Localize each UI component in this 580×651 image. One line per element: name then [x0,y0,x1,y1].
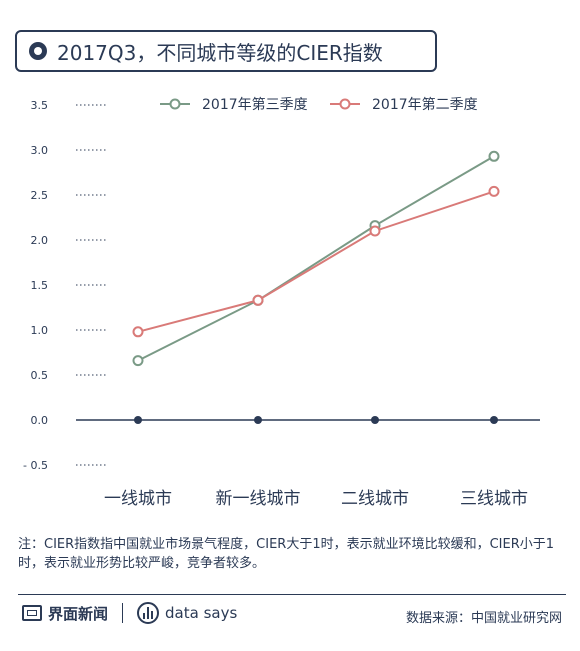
data-point [132,355,144,367]
data-source: 数据来源：中国就业研究网 [405,611,562,626]
data-point [369,225,381,237]
data-point [488,150,500,162]
page-title: 2017Q3，不同城市等级的CIER指数 [57,40,383,65]
brand-name: 界面新闻 [48,604,109,623]
legend-label: 2017年第二季度 [372,96,478,113]
series-line [137,155,495,362]
data-point [488,185,500,197]
legend-marker [339,98,351,110]
x-axis-dot [134,416,142,424]
y-tick-label: 0.5 [31,369,49,382]
y-tick-label: 3.0 [31,144,49,157]
x-category-label: 三线城市 [460,489,528,509]
legend-label: 2017年第三季度 [202,96,308,113]
x-category-label: 一线城市 [104,489,172,509]
y-tick-label: 0.0 [31,414,49,427]
data-point [252,294,264,306]
series-line [137,190,495,333]
y-tick-label: 1.5 [31,279,49,292]
x-axis-dot [254,416,262,424]
chart-note: 注：CIER指数指中国就业市场景气程度，CIER大于1时，表示就业环境比较缓和，… [18,537,555,571]
title-bullet-icon [29,42,47,60]
footer-separator [122,603,124,623]
footer-brand: 界面新闻 data says [22,602,237,624]
title-box: 2017Q3，不同城市等级的CIER指数 [15,30,437,72]
sub-brand-name: data says [165,604,238,622]
x-axis-dot [371,416,379,424]
jiemian-logo-icon [22,605,42,621]
y-tick-label: - 0.5 [23,459,48,472]
x-category-label: 二线城市 [341,489,409,509]
x-category-label: 新一线城市 [216,489,301,509]
data-says-logo-icon [137,602,160,624]
legend-marker [169,98,181,110]
y-tick-label: 3.5 [31,99,49,112]
line-chart: 3.5 3.0 2.5 2.0 1.5 1.0 0.5 0.0 - 0.5 一线城市 新一线城市 二线… [23,96,540,509]
y-tick-label: 1.0 [31,324,49,337]
data-point [132,326,144,338]
y-tick-label: 2.5 [31,189,49,202]
footer-divider [18,594,566,595]
y-tick-label: 2.0 [31,234,49,247]
x-axis-dot [490,416,498,424]
